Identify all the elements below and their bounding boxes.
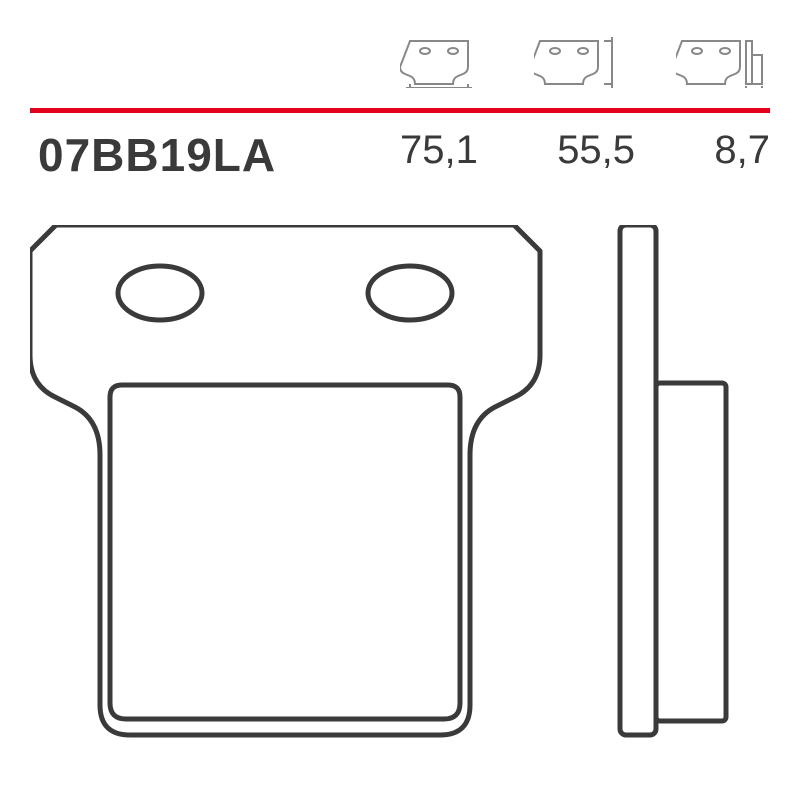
accent-divider — [30, 108, 770, 113]
thickness-dimension-icon — [676, 33, 770, 93]
height-dimension-icon — [534, 33, 620, 93]
mounting-hole-right — [368, 266, 452, 320]
thickness-value: 8,7 — [714, 128, 770, 173]
pad-outline — [30, 225, 540, 735]
dimension-values-row: 75,1 55,5 8,7 — [400, 128, 770, 173]
part-number: 07BB19LA — [38, 128, 276, 182]
friction-side — [656, 383, 726, 721]
height-value: 55,5 — [557, 128, 635, 173]
width-value: 75,1 — [400, 128, 478, 173]
friction-inset — [110, 385, 460, 719]
dimension-icons-row — [400, 38, 770, 93]
front-view — [30, 225, 540, 735]
mounting-hole-left — [118, 266, 202, 320]
product-dimension-diagram: { "part_number": "07BB19LA", "dimensions… — [0, 0, 800, 800]
width-dimension-icon — [400, 33, 478, 93]
backplate-side — [620, 225, 656, 735]
technical-drawing — [30, 225, 770, 765]
side-view — [620, 225, 726, 735]
